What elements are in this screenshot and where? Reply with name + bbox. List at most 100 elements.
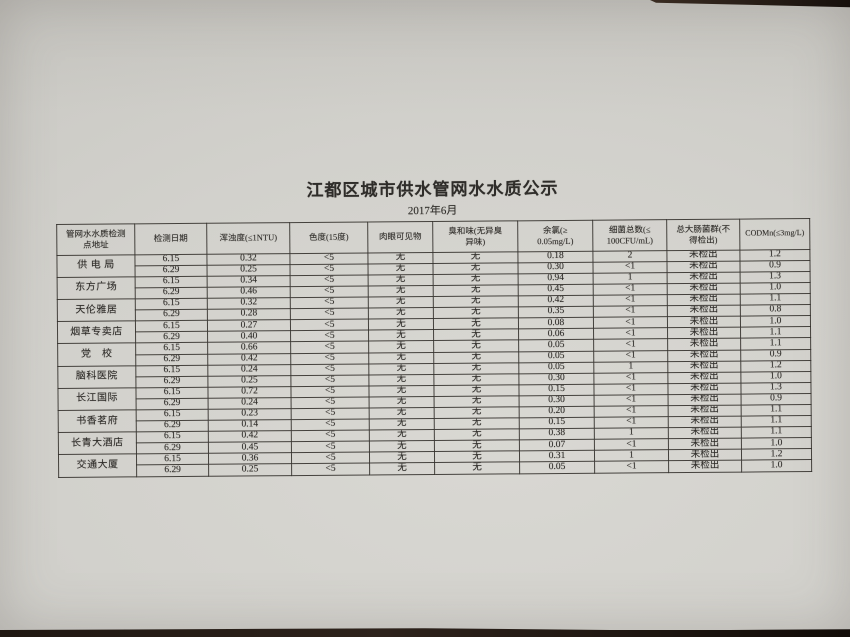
data-cell: 0.40 (207, 330, 291, 343)
data-cell: 0.06 (518, 328, 594, 341)
data-cell: 未检出 (667, 327, 741, 340)
data-cell: 1.1 (740, 293, 811, 306)
data-cell: <1 (594, 461, 669, 473)
data-cell: <5 (291, 430, 370, 442)
data-cell: 6.29 (135, 331, 208, 344)
data-cell: 无 (369, 440, 435, 453)
data-cell: 1.1 (740, 337, 811, 350)
data-cell: 1.1 (741, 404, 812, 417)
data-cell: 无 (433, 384, 520, 397)
data-cell: 6.15 (135, 298, 208, 310)
data-cell: 0.18 (517, 250, 593, 263)
data-cell: 无 (434, 406, 520, 419)
data-cell: 无 (434, 462, 520, 475)
data-cell: 6.15 (136, 431, 209, 444)
data-cell: 无 (433, 295, 519, 308)
data-cell: 无 (369, 451, 435, 464)
data-cell: 0.66 (207, 342, 291, 354)
data-cell: 6.15 (134, 253, 208, 266)
data-cell: 0.15 (519, 417, 595, 430)
data-cell: 未检出 (667, 294, 741, 306)
data-cell: <1 (593, 305, 668, 318)
data-cell: 6.15 (135, 276, 208, 288)
data-cell: 无 (369, 418, 435, 431)
data-cell: 6.29 (135, 353, 208, 366)
data-cell: 0.14 (208, 419, 292, 432)
data-cell: 1.1 (741, 426, 812, 439)
data-cell: <5 (291, 463, 370, 476)
data-cell: 无 (434, 440, 520, 452)
location-cell: 天伦雅居 (57, 298, 136, 322)
data-cell: 0.31 (519, 450, 595, 463)
data-cell: 无 (433, 318, 519, 330)
data-cell: 0.38 (519, 428, 595, 441)
location-cell: 书香茗府 (58, 409, 137, 433)
data-cell: 未检出 (667, 382, 742, 395)
data-cell: 0.34 (207, 275, 291, 288)
data-cell: 0.05 (518, 339, 594, 352)
data-cell: 无 (433, 329, 519, 341)
data-cell: 6.29 (135, 309, 208, 322)
data-cell: <1 (594, 405, 669, 418)
data-cell: 0.42 (518, 295, 594, 307)
data-cell: 未检出 (666, 249, 740, 262)
data-cell: 未检出 (667, 316, 741, 329)
data-cell: 未检出 (668, 438, 742, 451)
data-cell: 无 (368, 274, 434, 286)
data-cell: 6.29 (136, 442, 209, 455)
data-cell: <5 (289, 252, 368, 265)
data-cell: 未检出 (668, 449, 742, 462)
data-cell: 1.0 (741, 460, 812, 472)
data-cell: 无 (433, 351, 519, 364)
data-cell: 0.9 (740, 349, 811, 361)
data-cell: 0.46 (207, 286, 291, 299)
table-body: 供 电 局 6.15 0.32 <5 无无 0.18 2 未检出 1.2 6.29 0.25 <5 无无… (56, 249, 812, 478)
data-cell: 无 (433, 284, 519, 297)
data-cell: 6.29 (136, 398, 209, 410)
data-cell: 1.2 (741, 448, 812, 461)
data-cell: 0.9 (741, 393, 812, 406)
data-cell: <1 (593, 328, 668, 340)
column-header-7: 细菌总数(≤ 100CFU/mL) (592, 219, 667, 251)
data-cell: 0.30 (519, 395, 595, 407)
data-cell: 0.32 (207, 297, 291, 310)
data-cell: <5 (289, 263, 369, 276)
data-cell: 0.20 (519, 406, 595, 418)
data-cell: 未检出 (667, 271, 741, 284)
data-cell: 无 (369, 462, 435, 475)
data-cell: 6.29 (135, 265, 208, 277)
data-cell: 0.94 (518, 273, 594, 285)
data-cell: 6.29 (135, 375, 208, 388)
data-cell: 1.1 (740, 326, 811, 339)
data-cell: 1.2 (740, 360, 811, 372)
data-cell: 无 (434, 429, 520, 441)
data-cell: 未检出 (666, 260, 741, 273)
data-cell: <5 (290, 385, 370, 398)
data-cell: 6.15 (135, 364, 208, 377)
data-cell: 0.05 (518, 350, 594, 363)
location-cell: 东方广场 (57, 276, 136, 300)
location-cell: 交通大厦 (58, 454, 137, 478)
data-cell: 0.23 (208, 408, 292, 421)
column-header-2: 浑浊度(≤1NTU) (206, 222, 290, 254)
data-cell: 未检出 (668, 405, 742, 417)
column-header-6: 余氯(≥ 0.05mg/L) (517, 219, 593, 252)
data-cell: 无 (434, 451, 520, 463)
data-cell: 6.29 (136, 420, 209, 433)
data-cell: 0.05 (519, 461, 595, 474)
data-cell: <5 (290, 374, 369, 387)
desk-edge-bottom (0, 628, 850, 637)
data-cell: 无 (368, 385, 435, 397)
data-cell: 1.0 (740, 371, 811, 383)
data-cell: 未检出 (667, 338, 741, 351)
data-cell: 0.35 (518, 306, 594, 319)
data-cell: 0.9 (739, 260, 811, 272)
data-cell: 0.72 (207, 386, 292, 399)
data-cell: 0.27 (207, 319, 291, 332)
data-cell: <5 (290, 352, 369, 365)
data-cell: 未检出 (667, 360, 741, 373)
data-cell: 0.28 (207, 308, 291, 321)
data-cell: 1 (593, 361, 668, 373)
data-cell: 未检出 (668, 393, 742, 406)
data-cell: 0.8 (740, 304, 811, 317)
